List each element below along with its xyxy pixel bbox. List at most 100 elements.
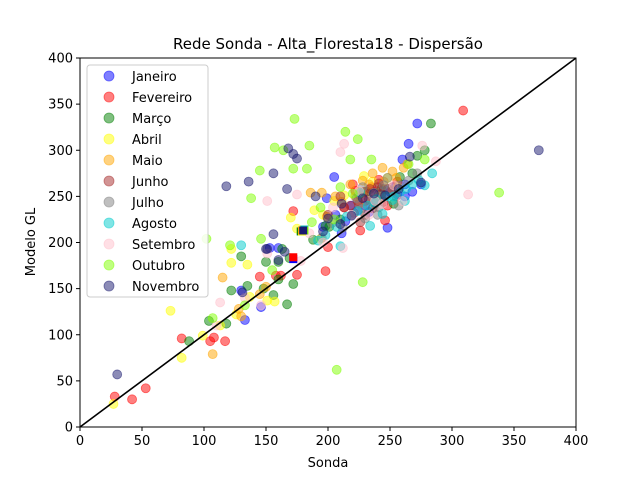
data-point: [242, 280, 253, 291]
data-point: [288, 279, 299, 289]
x-tick-label: 50: [134, 434, 151, 449]
series-setembro: [211, 138, 474, 331]
data-point: [292, 269, 302, 280]
legend-label: Abril: [132, 133, 162, 148]
data-point: [285, 212, 296, 223]
legend-marker: [103, 175, 115, 187]
data-point: [282, 184, 292, 194]
legend: Janeiro Fevereiro Março Abril Maio Junho Julho…: [86, 64, 209, 298]
means-layer: [289, 225, 309, 264]
data-point: [463, 189, 474, 200]
x-tick-label: 0: [76, 434, 84, 449]
data-point: [254, 271, 265, 282]
x-tick-label: 100: [192, 434, 217, 449]
data-point: [292, 189, 302, 200]
data-point: [335, 147, 346, 157]
legend-marker: [103, 280, 115, 292]
legend-label: Maio: [132, 154, 163, 169]
data-point: [323, 213, 333, 224]
data-point: [355, 225, 366, 236]
data-point: [367, 168, 378, 179]
chart-title: Rede Sonda - Alta_Floresta18 - Dispersão: [173, 35, 483, 54]
data-point: [268, 229, 279, 240]
data-point: [217, 272, 228, 283]
y-tick-label: 400: [48, 52, 73, 67]
legend-label: Junho: [131, 175, 169, 190]
data-point: [237, 287, 248, 298]
legend-marker: [103, 133, 115, 145]
data-point: [377, 209, 388, 219]
y-axis: 0 50 100 150 200 250 300 350 400: [48, 52, 80, 436]
data-point: [236, 251, 247, 262]
legend-marker: [103, 217, 115, 229]
data-point: [357, 193, 368, 204]
x-tick-label: 150: [254, 434, 279, 449]
data-point: [243, 176, 254, 187]
data-point: [345, 179, 356, 190]
data-point: [340, 126, 351, 137]
data-point: [256, 233, 266, 244]
series-mean-marker: [289, 253, 298, 262]
legend-marker: [103, 238, 115, 250]
data-point: [220, 336, 230, 347]
data-point: [417, 140, 428, 151]
data-point: [458, 105, 469, 116]
reference-line-1to1: [79, 57, 577, 428]
data-point: [127, 394, 137, 405]
data-point: [269, 142, 280, 153]
data-point: [302, 163, 312, 174]
legend-marker: [103, 91, 115, 103]
data-point: [318, 226, 328, 237]
data-point: [368, 188, 379, 199]
y-tick-label: 300: [48, 144, 73, 159]
data-point: [269, 296, 280, 307]
data-point: [254, 165, 265, 176]
data-point: [335, 219, 346, 229]
data-point: [331, 364, 342, 375]
y-tick-label: 200: [48, 236, 73, 251]
data-point: [261, 281, 271, 292]
data-point: [176, 352, 187, 363]
data-point: [335, 182, 346, 193]
data-point: [366, 154, 377, 165]
data-point: [378, 180, 389, 191]
data-point: [352, 134, 363, 145]
x-axis: 0 50 100 150 200 250 300 350 400: [76, 427, 589, 449]
legend-label: Agosto: [132, 217, 177, 232]
y-tick-label: 250: [48, 190, 73, 205]
y-tick-label: 50: [56, 374, 73, 389]
legend-label: Fevereiro: [132, 91, 192, 106]
data-point: [347, 188, 358, 199]
data-point: [328, 202, 338, 213]
data-point: [304, 140, 315, 151]
data-point: [273, 255, 284, 265]
series-mean-marker: [299, 226, 308, 235]
y-tick-label: 100: [48, 328, 73, 343]
data-point: [320, 266, 331, 276]
data-point: [336, 198, 347, 209]
data-point: [397, 196, 408, 206]
legend-marker: [103, 196, 115, 208]
legend-items: Janeiro Fevereiro Março Abril Maio Junho Julho…: [103, 70, 199, 295]
data-point: [261, 244, 271, 254]
data-point: [494, 187, 505, 198]
data-point: [279, 246, 290, 257]
legend-label: Janeiro: [131, 70, 177, 85]
data-point: [404, 151, 415, 162]
data-point: [288, 163, 299, 174]
data-point: [267, 265, 278, 276]
data-point: [225, 240, 235, 251]
data-point: [310, 191, 321, 202]
legend-label: Julho: [131, 196, 164, 211]
x-tick-label: 250: [378, 434, 403, 449]
data-point: [261, 256, 271, 267]
data-point: [242, 259, 253, 270]
legend-label: Outubro: [132, 259, 185, 274]
data-point: [289, 113, 300, 124]
data-point: [108, 399, 119, 409]
x-tick-label: 400: [564, 434, 589, 449]
legend-marker: [103, 154, 115, 166]
data-point: [282, 299, 292, 310]
data-point: [377, 162, 388, 173]
data-point: [533, 145, 544, 156]
